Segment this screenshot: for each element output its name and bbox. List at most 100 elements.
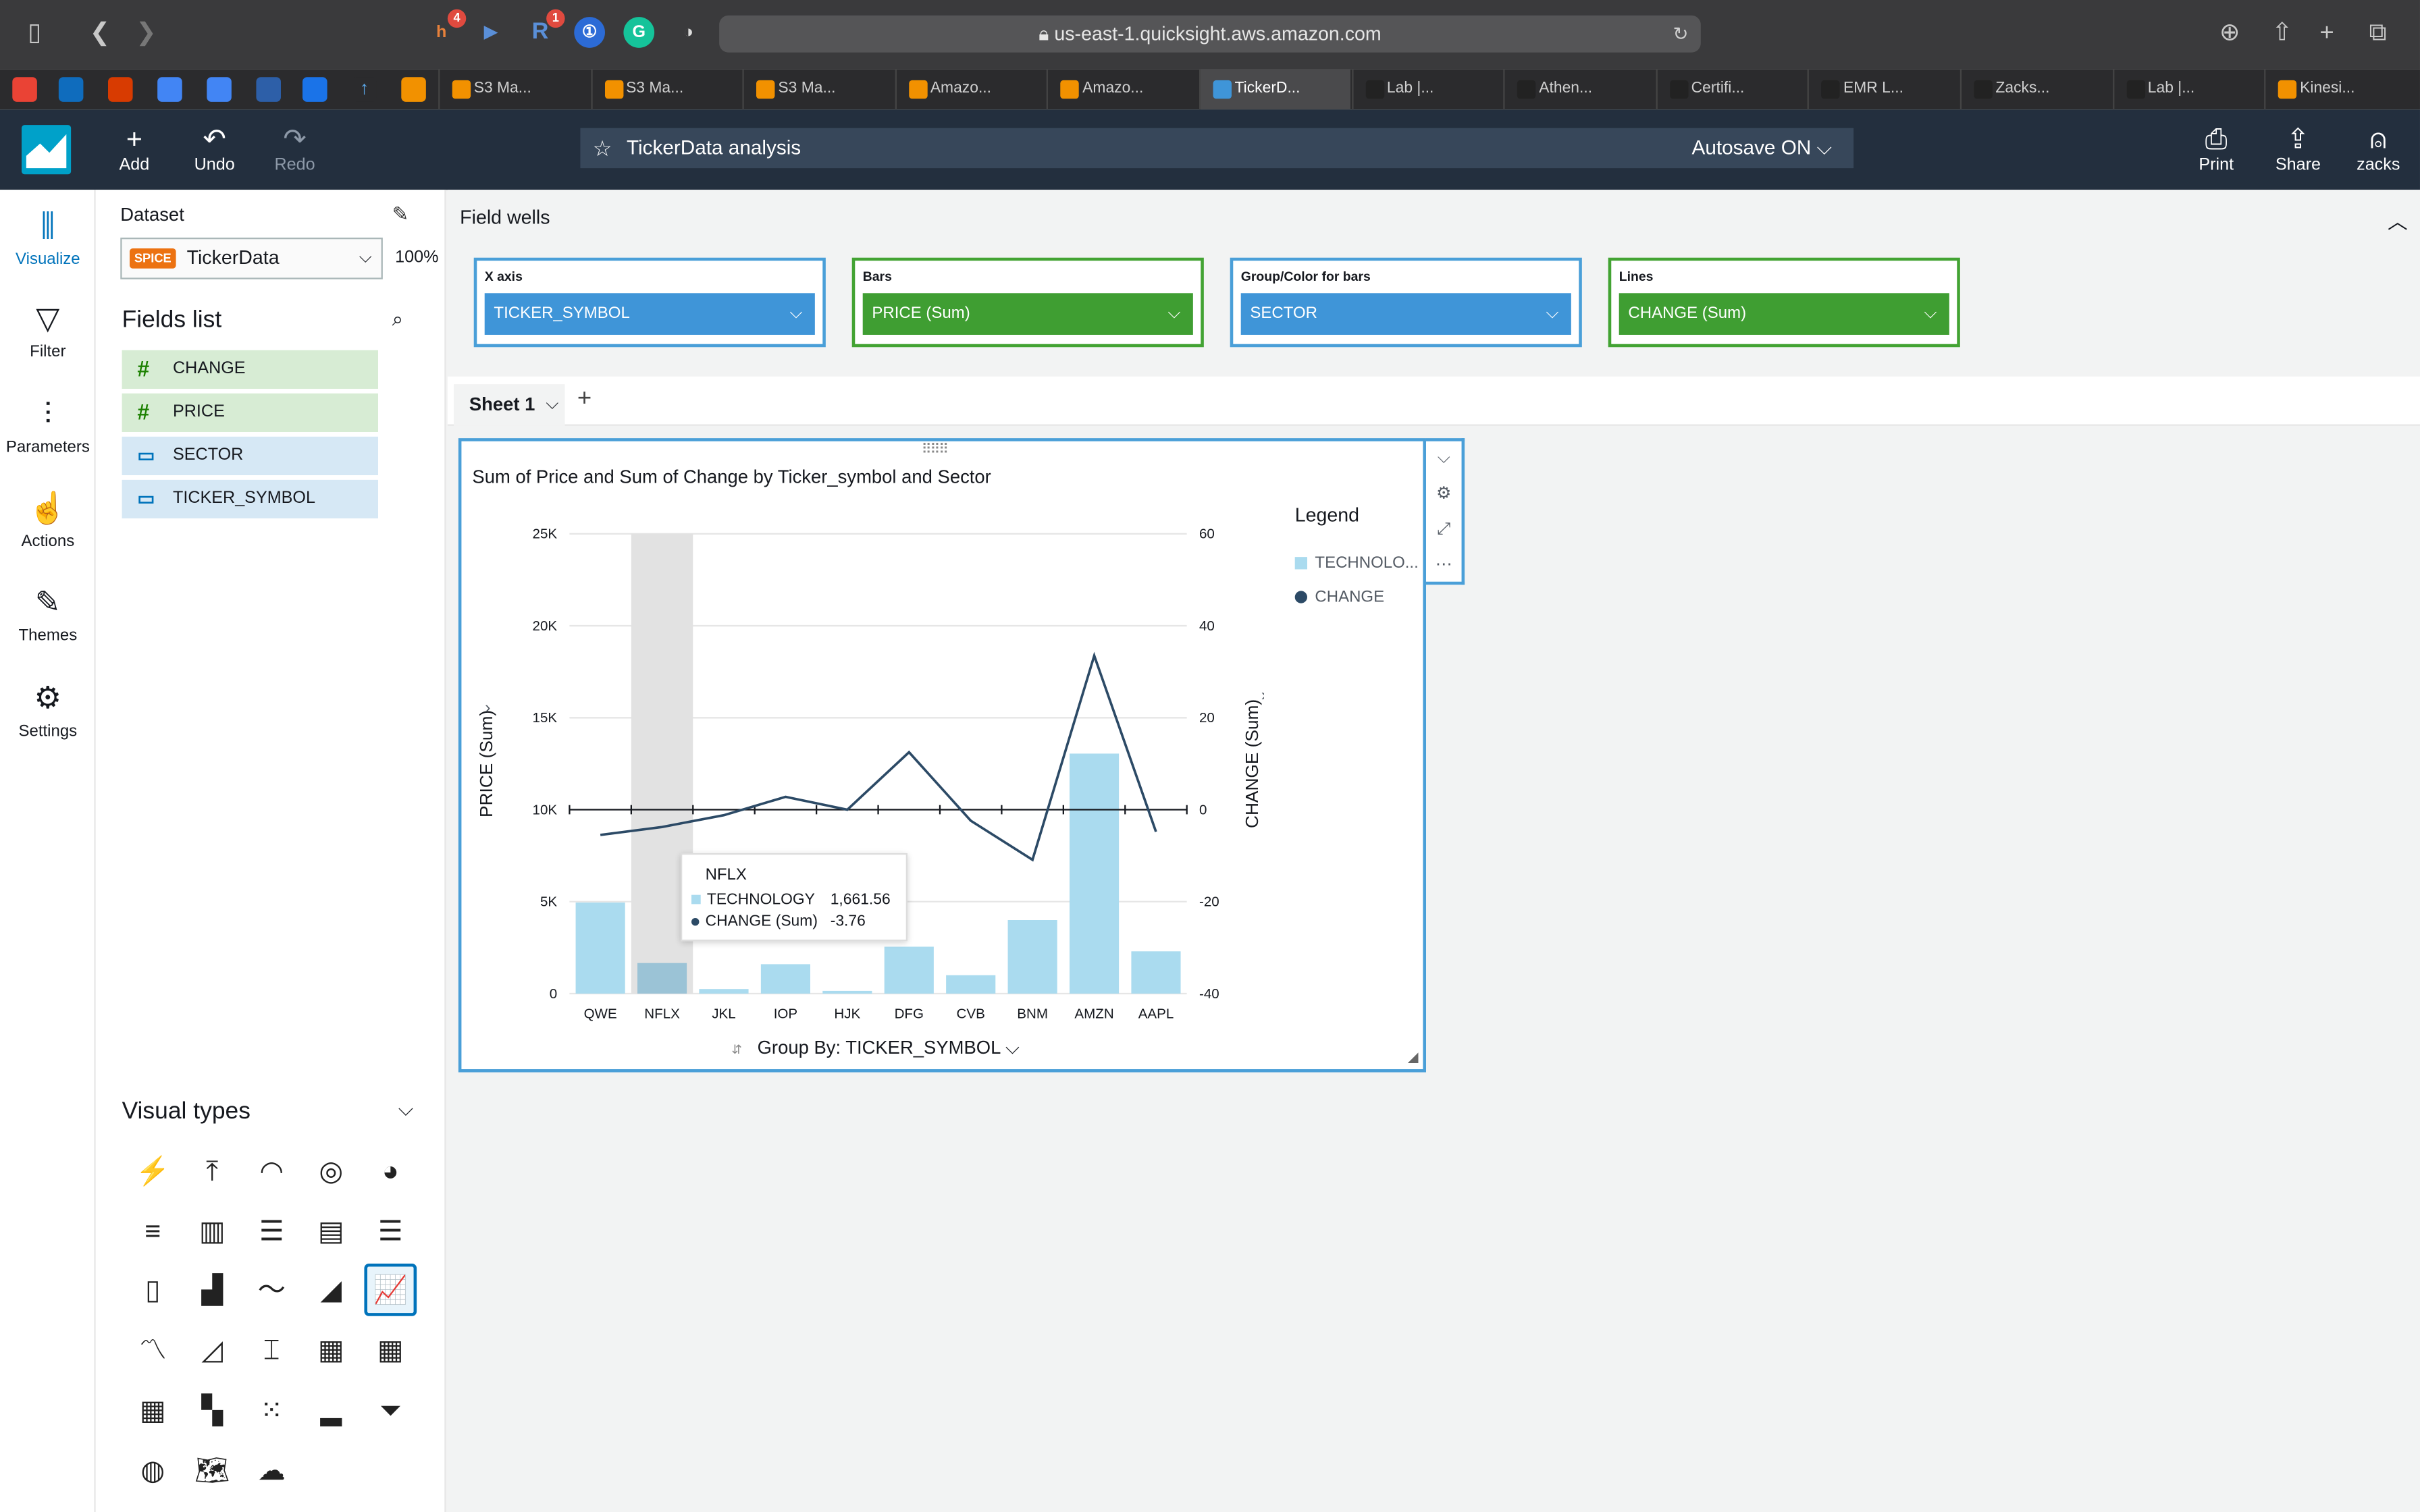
collapse-visual-icon[interactable]: ⌵ xyxy=(1437,449,1450,468)
vbar-stacked-icon[interactable]: ▤ xyxy=(317,1215,344,1247)
more-options-icon[interactable]: ⋯ xyxy=(1435,555,1452,574)
legend-item-change[interactable]: CHANGE xyxy=(1294,588,1384,606)
legend-item-technology[interactable]: TECHNOLO... xyxy=(1294,554,1419,572)
pencil-icon[interactable]: ✎ xyxy=(392,202,409,225)
vbar-icon[interactable]: ▥ xyxy=(199,1215,226,1247)
histogram-icon[interactable]: ▂ xyxy=(320,1394,342,1426)
translate-pinned-tab-2[interactable] xyxy=(207,77,232,102)
user-menu[interactable]: ⍝ zacks xyxy=(2340,122,2417,174)
line-icon[interactable]: 〜 xyxy=(257,1274,286,1306)
well-field-price[interactable]: PRICE (Sum) ⌵ xyxy=(862,293,1193,335)
redo-button[interactable]: ↷ Redo xyxy=(256,122,333,174)
treemap-icon[interactable]: ▚ xyxy=(201,1394,223,1426)
analysis-title-bar[interactable]: ☆ TickerData analysis Autosave ON ⌵ xyxy=(580,128,1854,169)
gauge-icon[interactable]: ◠ xyxy=(259,1155,284,1187)
nav-settings[interactable]: ⚙ Settings xyxy=(0,680,96,740)
browser-tab[interactable]: Amazo... xyxy=(895,69,1046,110)
share-page-icon[interactable]: ⇧ xyxy=(2271,20,2293,47)
aws-pinned-tab[interactable]: ↑ xyxy=(352,77,377,102)
print-button[interactable]: ⎙ Print xyxy=(2178,122,2255,174)
hbar-100-icon[interactable]: ☰ xyxy=(377,1215,403,1247)
share-button[interactable]: ⇪ Share xyxy=(2259,122,2336,174)
browser-tab[interactable]: S3 Ma... xyxy=(590,69,741,110)
search-icon[interactable]: ⌕ xyxy=(392,306,404,331)
pivot-icon[interactable]: ▦ xyxy=(377,1334,404,1366)
table-pinned-tab[interactable] xyxy=(256,77,281,102)
translate-pinned-tab[interactable] xyxy=(157,77,182,102)
new-tab-icon[interactable]: + xyxy=(2319,20,2334,47)
geo-icon[interactable]: ◍ xyxy=(140,1454,165,1485)
outlook-pinned-tab[interactable] xyxy=(58,77,84,102)
expand-icon[interactable]: ⤢ xyxy=(1437,520,1451,539)
dataset-select[interactable]: SPICE TickerData ⌵ xyxy=(120,237,383,279)
onepassword-extension-icon[interactable]: ① xyxy=(574,17,605,48)
group-by-control[interactable]: ⇵ Group By: TICKER_SYMBOL ⌵ xyxy=(731,1037,1019,1060)
autosave-toggle[interactable]: Autosave ON ⌵ xyxy=(1692,128,1833,168)
browser-tab[interactable]: EMR L... xyxy=(1808,69,1959,110)
well-field-sector[interactable]: SECTOR ⌵ xyxy=(1240,293,1571,335)
kpi-icon[interactable]: ⚡ xyxy=(135,1155,170,1187)
format-visual-icon[interactable]: ⚙ xyxy=(1436,484,1452,504)
add-sheet-button[interactable]: + xyxy=(577,385,592,412)
browser-tab[interactable]: Athen... xyxy=(1503,69,1655,110)
quicksight-logo[interactable] xyxy=(21,125,72,175)
chevron-double-down-icon[interactable]: ⌵ xyxy=(398,1097,414,1120)
field-change[interactable]: # CHANGE xyxy=(122,350,378,389)
browser-tab[interactable]: Zacks... xyxy=(1959,69,2111,110)
browser-tab[interactable]: Certifi... xyxy=(1656,69,1807,110)
well-field-ticker-symbol[interactable]: TICKER_SYMBOL ⌵ xyxy=(484,293,815,335)
browser-tab[interactable]: Lab |... xyxy=(1351,69,1502,110)
forward-icon[interactable]: ❯ xyxy=(136,20,157,47)
tab-overview-icon[interactable]: ⧉ xyxy=(2369,20,2387,47)
nav-visualize[interactable]: ⫼ Visualize xyxy=(0,209,96,269)
hbar-stacked-icon[interactable]: ☰ xyxy=(259,1215,284,1247)
undo-button[interactable]: ↶ Undo xyxy=(176,122,253,174)
forward-extension-icon[interactable]: ▶ xyxy=(484,23,498,42)
map-icon[interactable]: 🗺 xyxy=(194,1454,230,1485)
clustered-icon[interactable]: ▟ xyxy=(201,1274,223,1306)
box-plot-icon[interactable]: ⌶ xyxy=(263,1334,280,1366)
hbar-icon[interactable]: ≡ xyxy=(144,1215,161,1247)
browser-tab[interactable]: TickerD... xyxy=(1199,69,1350,110)
pie-icon[interactable]: ◕ xyxy=(382,1155,399,1187)
browser-tab[interactable]: S3 Ma... xyxy=(438,69,589,110)
wordcloud-icon[interactable]: ☁ xyxy=(257,1454,286,1485)
funnel-icon[interactable]: ⏷ xyxy=(379,1394,402,1426)
visual-title[interactable]: Sum of Price and Sum of Change by Ticker… xyxy=(472,466,991,488)
star-icon[interactable]: ☆ xyxy=(592,136,612,161)
line-kpi-icon[interactable]: ⤒ xyxy=(206,1155,219,1187)
area-line-icon[interactable]: ◿ xyxy=(201,1334,223,1366)
office-pinned-tab[interactable] xyxy=(107,77,133,102)
aws-pinned-tab-2[interactable] xyxy=(401,77,426,102)
sidebar-toggle-icon[interactable]: ▯ xyxy=(28,20,42,47)
nav-filter[interactable]: ▽ Filter xyxy=(0,301,96,361)
nav-themes[interactable]: ✎ Themes xyxy=(0,585,96,645)
address-bar[interactable]: 🔒︎ us-east-1.quicksight.aws.amazon.com ↻ xyxy=(719,15,1701,53)
grammarly-extension-icon[interactable]: G xyxy=(623,17,655,48)
drag-handle-icon[interactable]: ⠿⠿⠿ xyxy=(921,441,949,457)
download-icon[interactable]: ⊕ xyxy=(2219,20,2240,47)
browser-tab[interactable]: Lab |... xyxy=(2112,69,2263,110)
field-price[interactable]: # PRICE xyxy=(122,393,378,432)
nav-actions[interactable]: ☝ Actions xyxy=(0,491,96,551)
browser-tab[interactable]: Kinesi... xyxy=(2264,69,2416,110)
scatter-icon[interactable]: ⁙ xyxy=(260,1394,284,1426)
browser-tab[interactable]: S3 Ma... xyxy=(742,69,894,110)
field-sector[interactable]: ▭ SECTOR xyxy=(122,436,378,475)
sheet-tab[interactable]: Sheet 1 ⌵ xyxy=(453,384,565,426)
nav-parameters[interactable]: ⫶ Parameters xyxy=(0,396,96,457)
combo-line-icon[interactable]: 〽 xyxy=(138,1334,167,1366)
app-pinned-tab[interactable] xyxy=(302,77,327,102)
browser-tab[interactable]: Amazo... xyxy=(1047,69,1199,110)
heatmap-icon[interactable]: ▦ xyxy=(317,1334,344,1366)
reload-icon[interactable]: ↻ xyxy=(1673,23,1689,45)
back-icon[interactable]: ❮ xyxy=(89,20,111,47)
shield-extension-icon[interactable]: ◑ xyxy=(683,23,694,42)
field-ticker-symbol[interactable]: ▭ TICKER_SYMBOL xyxy=(122,479,378,518)
combo-icon[interactable]: 📈 xyxy=(364,1264,417,1317)
well-field-change[interactable]: CHANGE (Sum) ⌵ xyxy=(1619,293,1949,335)
resize-handle-icon[interactable]: ◢ xyxy=(1407,1049,1419,1065)
collapse-icon[interactable]: ︿ xyxy=(2387,209,2408,234)
